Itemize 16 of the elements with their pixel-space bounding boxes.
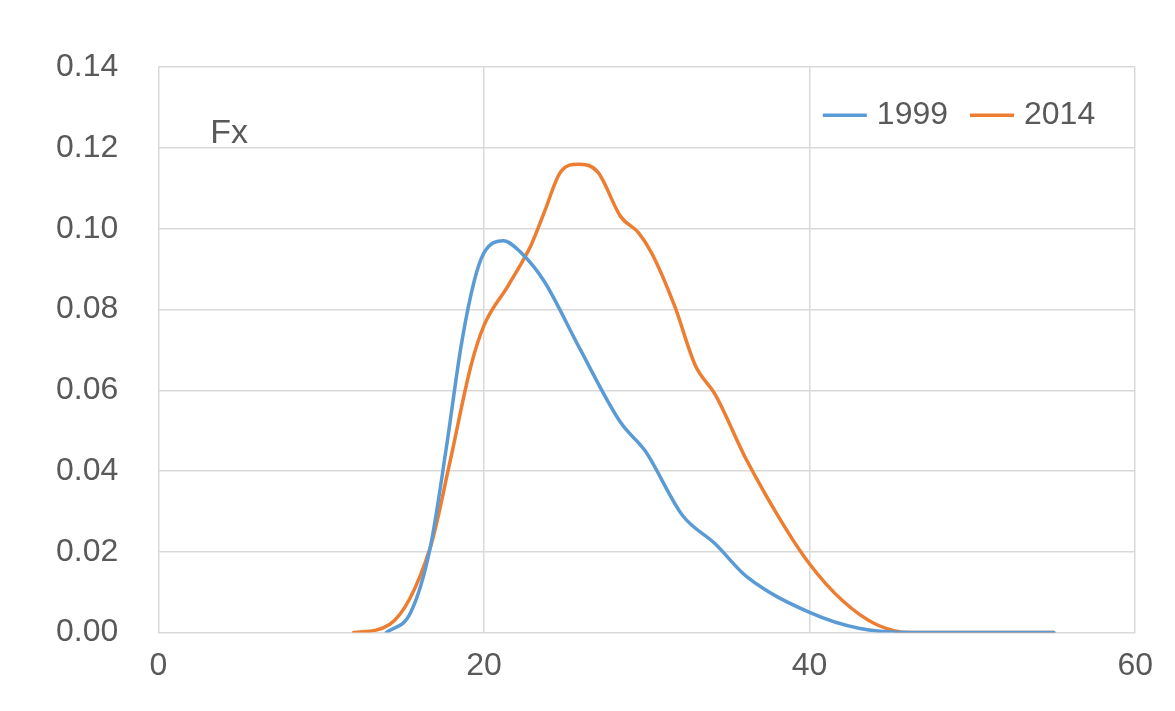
x-tick-label: 0 xyxy=(149,645,168,682)
y-tick-label: 0.08 xyxy=(56,289,119,326)
x-tick-label: 20 xyxy=(466,645,502,682)
y-tick-label: 0.14 xyxy=(56,47,119,84)
y-tick-label: 0.10 xyxy=(56,208,119,245)
legend-label: 1999 xyxy=(876,95,949,132)
annotation: Fx xyxy=(210,111,249,150)
x-tick-label: 40 xyxy=(791,645,828,682)
y-tick-label: 0.12 xyxy=(56,127,119,164)
y-tick-label: 0.02 xyxy=(56,531,119,568)
y-tick-label: 0.06 xyxy=(56,370,119,407)
legend-label: 2014 xyxy=(1024,95,1096,132)
line-series xyxy=(384,239,1056,633)
x-tick-label: 60 xyxy=(1117,645,1153,682)
y-tick-label: 0.04 xyxy=(56,450,119,487)
y-tick-label: 0.00 xyxy=(56,612,119,649)
